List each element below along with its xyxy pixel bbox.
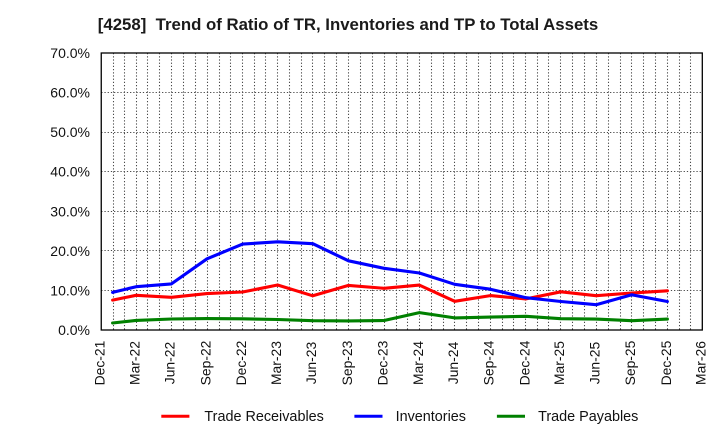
- svg-text:20.0%: 20.0%: [50, 243, 90, 259]
- svg-text:Jun-22: Jun-22: [162, 341, 178, 384]
- svg-text:60.0%: 60.0%: [50, 85, 90, 101]
- svg-text:Mar-25: Mar-25: [551, 341, 567, 385]
- svg-text:Sep-24: Sep-24: [481, 340, 497, 385]
- svg-text:Trade Payables: Trade Payables: [538, 409, 638, 425]
- svg-text:70.0%: 70.0%: [50, 45, 90, 61]
- svg-text:50.0%: 50.0%: [50, 124, 90, 140]
- svg-text:Sep-23: Sep-23: [339, 340, 355, 385]
- svg-text:Sep-25: Sep-25: [622, 340, 638, 385]
- svg-text:Mar-23: Mar-23: [268, 341, 284, 385]
- svg-text:Mar-26: Mar-26: [693, 341, 709, 385]
- svg-text:Sep-22: Sep-22: [197, 340, 213, 385]
- svg-text:0.0%: 0.0%: [58, 322, 90, 338]
- svg-text:10.0%: 10.0%: [50, 282, 90, 298]
- svg-text:Jun-23: Jun-23: [303, 341, 319, 384]
- svg-text:Dec-25: Dec-25: [658, 340, 674, 385]
- svg-text:Mar-22: Mar-22: [127, 341, 143, 385]
- svg-text:Dec-24: Dec-24: [516, 340, 532, 385]
- svg-text:Trade Receivables: Trade Receivables: [204, 409, 323, 425]
- svg-text:Dec-23: Dec-23: [375, 340, 391, 385]
- svg-text:[4258] Trend of Ratio of TR,: [4258] Trend of Ratio of TR, Inventories…: [98, 15, 598, 34]
- svg-text:Jun-24: Jun-24: [445, 341, 461, 384]
- svg-text:Jun-25: Jun-25: [587, 341, 603, 384]
- svg-text:Dec-22: Dec-22: [233, 340, 249, 385]
- svg-text:Dec-21: Dec-21: [92, 340, 108, 385]
- svg-text:40.0%: 40.0%: [50, 164, 90, 180]
- svg-text:Inventories: Inventories: [396, 409, 466, 425]
- svg-text:30.0%: 30.0%: [50, 203, 90, 219]
- svg-text:Mar-24: Mar-24: [410, 341, 426, 385]
